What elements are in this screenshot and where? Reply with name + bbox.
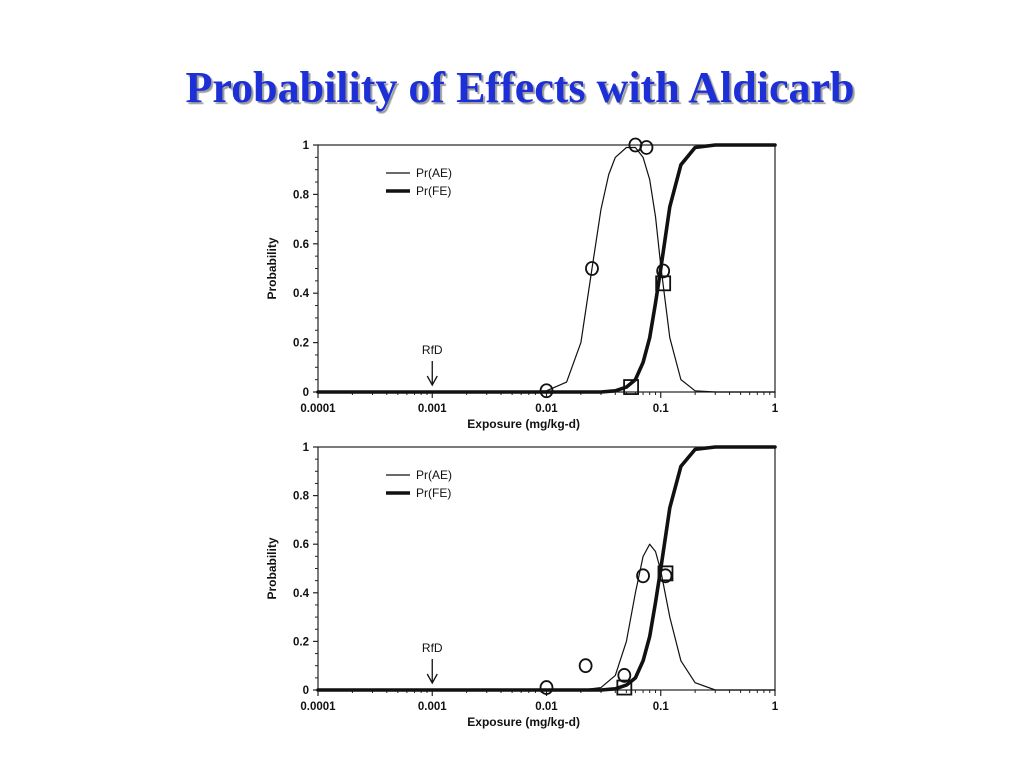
y-tick-label: 0 xyxy=(303,387,309,399)
series-line-pr-ae xyxy=(317,543,776,691)
data-point-circle xyxy=(639,140,654,155)
x-tick-label: 1 xyxy=(772,403,779,415)
x-axis-label: Exposure (mg/kg-d) xyxy=(467,715,580,729)
data-point-circle xyxy=(658,568,673,584)
data-point-square xyxy=(623,379,639,395)
data-point-circle xyxy=(656,263,671,279)
y-tick-label: 0.8 xyxy=(293,491,310,503)
data-point-square xyxy=(655,275,672,292)
data-point-circle xyxy=(636,568,650,584)
x-axis-label: Exposure (mg/kg-d) xyxy=(467,417,580,431)
x-tick-label: 0.1 xyxy=(653,701,670,713)
y-tick-label: 0 xyxy=(303,685,309,697)
y-tick-label: 0.8 xyxy=(293,189,310,201)
x-tick-label: 0.01 xyxy=(535,403,558,415)
series-line-pr-ae xyxy=(317,146,776,393)
series-line-pr-fe xyxy=(316,143,777,394)
x-tick-label: 1 xyxy=(772,701,779,713)
rfd-arrow-head xyxy=(426,375,438,387)
chart-panel-2: 0 0.2 0.4 0.6 0.8 1 0.0001 0.001 0.01 0.1 1 Exposur… xyxy=(265,442,779,729)
legend-label: Pr(AE) xyxy=(416,166,452,180)
y-tick-label: 0.4 xyxy=(293,288,310,300)
legend-label: Pr(FE) xyxy=(416,184,451,198)
x-tick-label: 0.1 xyxy=(653,403,670,415)
series-line-pr-fe xyxy=(316,445,777,692)
data-point-circle xyxy=(539,680,554,695)
data-point-circle xyxy=(617,668,632,683)
y-tick-label: 0.6 xyxy=(293,539,309,551)
legend-label: Pr(FE) xyxy=(416,486,451,500)
y-tick-label: 0.4 xyxy=(293,588,310,600)
y-tick-label: 0.6 xyxy=(293,239,309,251)
plot-frame xyxy=(317,144,776,393)
x-tick-label: 0.0001 xyxy=(300,701,336,713)
legend-label: Pr(AE) xyxy=(416,468,452,482)
slide-title: Probability of Effects with Aldicarb xyxy=(185,63,855,112)
rfd-annotation-label: RfD xyxy=(422,641,443,655)
x-tick-label: 0.0001 xyxy=(300,403,336,415)
y-tick-label: 0.2 xyxy=(293,636,309,648)
x-tick-label: 0.001 xyxy=(418,403,447,415)
data-point-circle xyxy=(578,658,593,674)
rfd-arrow-head xyxy=(426,673,438,685)
y-tick-label: 1 xyxy=(303,140,310,152)
y-axis-label: Probability xyxy=(265,237,279,299)
y-tick-label: 1 xyxy=(303,442,310,454)
data-point-square xyxy=(616,679,633,696)
rfd-annotation-label: RfD xyxy=(422,343,443,357)
data-point-square xyxy=(657,565,674,582)
y-axis-label: Probability xyxy=(265,537,279,599)
x-tick-label: 0.001 xyxy=(418,701,447,713)
x-tick-label: 0.01 xyxy=(535,701,558,713)
chart-panel-1: 0 0.2 0.4 0.6 0.8 1 0.0001 0.001 0.01 0.1 1 Exposur… xyxy=(265,137,779,431)
data-point-circle xyxy=(539,383,554,399)
data-point-circle xyxy=(585,261,599,276)
plot-frame xyxy=(317,446,776,691)
y-tick-label: 0.2 xyxy=(293,338,309,350)
